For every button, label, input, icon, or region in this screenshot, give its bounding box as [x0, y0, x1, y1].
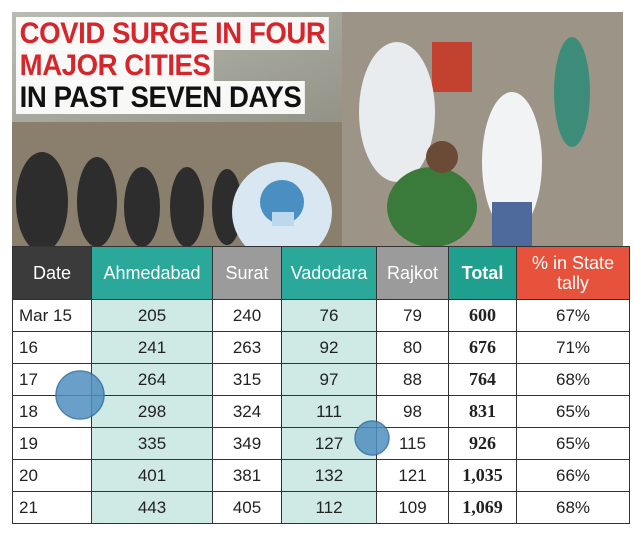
table-cell: 298: [91, 395, 213, 428]
table-cell: 21: [12, 491, 92, 524]
table-row: 16 241 263 92 80 676 71%: [12, 331, 630, 364]
table-cell: 20: [12, 459, 92, 492]
column-header: Rajkot: [376, 246, 449, 300]
table-cell: 68%: [516, 491, 630, 524]
table-cell: 68%: [516, 363, 630, 396]
table-cell: 1,069: [448, 491, 517, 524]
table-cell: 19: [12, 427, 92, 460]
table-cell: 240: [212, 299, 282, 332]
table-row: 20 401 381 132 121 1,035 66%: [12, 459, 630, 492]
table-row: 21 443 405 112 109 1,069 68%: [12, 491, 630, 524]
table-cell: 1,035: [448, 459, 517, 492]
table-cell: 80: [376, 331, 449, 364]
table-cell: 121: [376, 459, 449, 492]
table-cell: 132: [281, 459, 377, 492]
column-header: Date: [12, 246, 92, 300]
table-cell: 401: [91, 459, 213, 492]
column-header: Total: [448, 246, 517, 300]
column-header: Ahmedabad: [91, 246, 213, 300]
table-row: 18 298 324 111 98 831 65%: [12, 395, 630, 428]
table-cell: 66%: [516, 459, 630, 492]
table-cell: 264: [91, 363, 213, 396]
data-table: Date Ahmedabad Surat Vadodara Rajkot Total% i…: [12, 246, 630, 524]
table-cell: 115: [376, 427, 449, 460]
title-text: COVID SURGE IN FOUR: [16, 17, 329, 50]
table-cell: 16: [12, 331, 92, 364]
table-cell: 112: [281, 491, 377, 524]
table-cell: 65%: [516, 395, 630, 428]
table-cell: 405: [212, 491, 282, 524]
header-row: Date Ahmedabad Surat Vadodara Rajkot Total% i…: [12, 246, 630, 300]
table-cell: 79: [376, 299, 449, 332]
table-cell: 97: [281, 363, 377, 396]
table-cell: 17: [12, 363, 92, 396]
table-cell: 92: [281, 331, 377, 364]
table-cell: Mar 15: [12, 299, 92, 332]
table-cell: 111: [281, 395, 377, 428]
table-cell: 65%: [516, 427, 630, 460]
title-line: MAJOR CITIES: [16, 49, 329, 82]
table-cell: 67%: [516, 299, 630, 332]
table-cell: 205: [91, 299, 213, 332]
table-cell: 926: [448, 427, 517, 460]
table-cell: 349: [212, 427, 282, 460]
column-header: Surat: [212, 246, 282, 300]
table-cell: 127: [281, 427, 377, 460]
column-header: % in State tally: [516, 246, 630, 300]
table-cell: 764: [448, 363, 517, 396]
column-header: Vadodara: [281, 246, 377, 300]
table-cell: 241: [91, 331, 213, 364]
table-cell: 98: [376, 395, 449, 428]
title-text: MAJOR CITIES: [16, 49, 215, 82]
photo: [12, 12, 623, 246]
table-row: 19 335 349 127 115 926 65%: [12, 427, 630, 460]
table-cell: 88: [376, 363, 449, 396]
table-cell: 315: [212, 363, 282, 396]
table-body: Mar 15 205 240 76 79 600 67% 16 241 263 92 80 676 71%…: [12, 299, 630, 524]
table-cell: 18: [12, 395, 92, 428]
table-row: Mar 15 205 240 76 79 600 67%: [12, 299, 630, 332]
title: COVID SURGE IN FOUR MAJOR CITIES IN PAST…: [16, 17, 356, 114]
table-cell: 76: [281, 299, 377, 332]
table-cell: 676: [448, 331, 517, 364]
table-cell: 831: [448, 395, 517, 428]
table-cell: 324: [212, 395, 282, 428]
table-row: 17 264 315 97 88 764 68%: [12, 363, 630, 396]
table-cell: 381: [212, 459, 282, 492]
table-cell: 71%: [516, 331, 630, 364]
title-line: COVID SURGE IN FOUR: [16, 17, 329, 50]
table-cell: 443: [91, 491, 213, 524]
title-text: IN PAST SEVEN DAYS: [16, 81, 305, 114]
table-cell: 263: [212, 331, 282, 364]
table-cell: 109: [376, 491, 449, 524]
table-cell: 600: [448, 299, 517, 332]
title-line: IN PAST SEVEN DAYS: [16, 81, 329, 114]
table-cell: 335: [91, 427, 213, 460]
